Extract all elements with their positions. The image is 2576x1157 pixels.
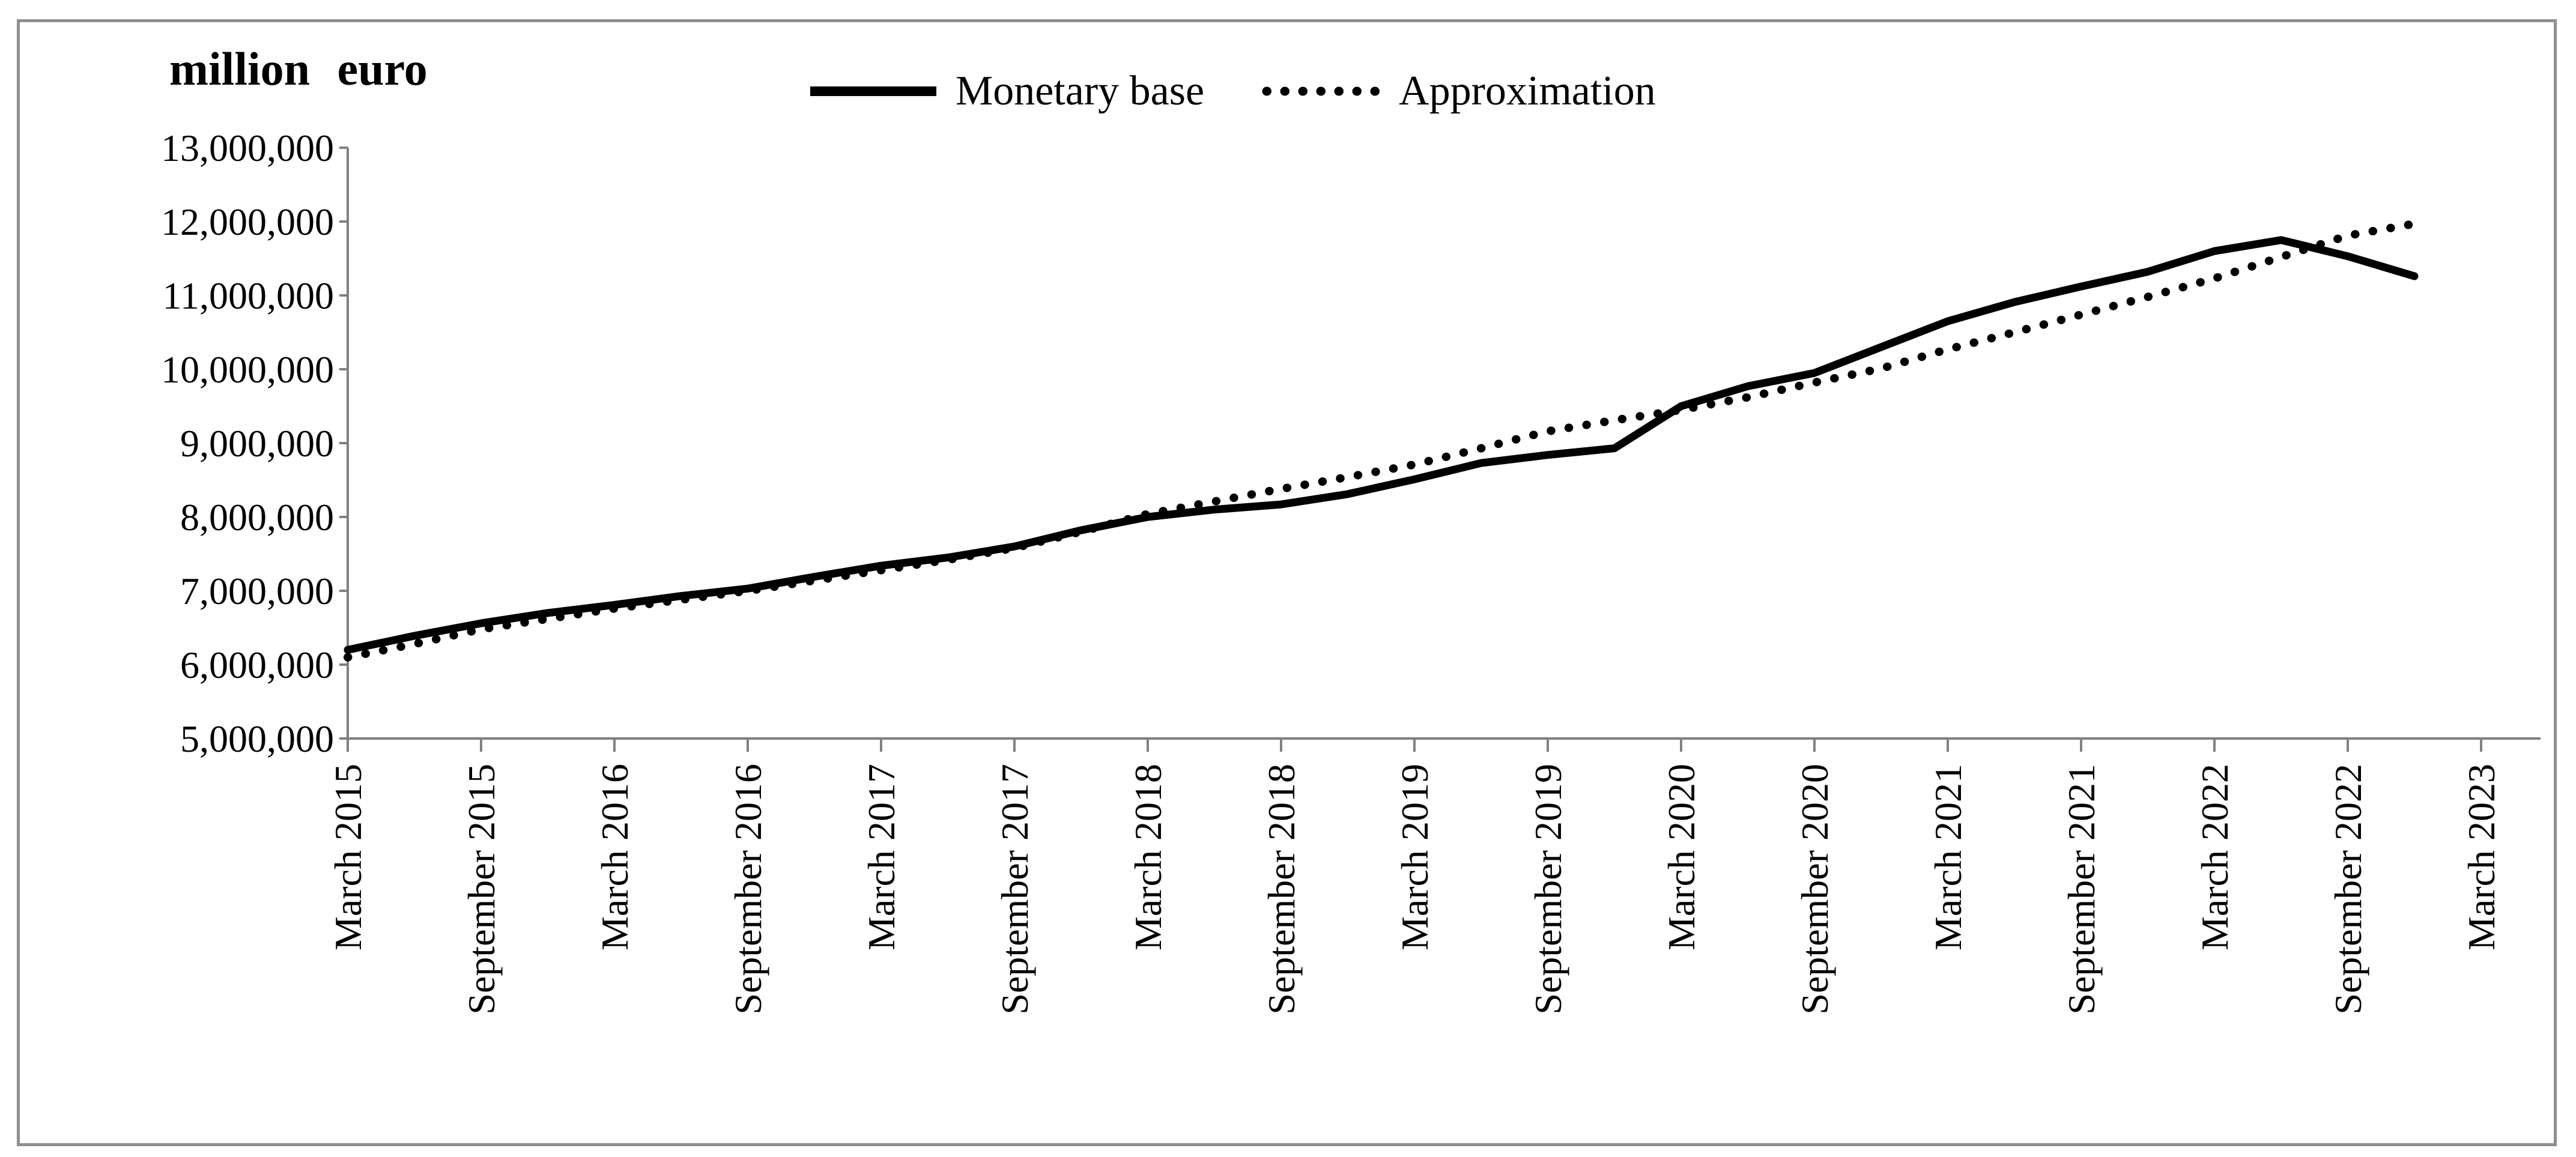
legend-item-monetary-base: Monetary base — [808, 67, 1204, 115]
legend-label: Monetary base — [956, 68, 1205, 114]
y-tick-label: 7,000,000 — [180, 570, 334, 612]
x-tick-label: September 2016 — [727, 764, 769, 1015]
x-tick-label: March 2018 — [1127, 764, 1169, 950]
series-line-approximation — [344, 219, 2419, 662]
x-tick-label: March 2020 — [1660, 764, 1703, 950]
x-tick-label: September 2020 — [1793, 764, 1836, 1015]
legend-swatch-dotted-line — [1262, 86, 1383, 96]
y-tick-label: 9,000,000 — [180, 422, 334, 465]
x-tick-label: September 2021 — [2060, 764, 2103, 1015]
y-tick-label: 13,000,000 — [161, 127, 334, 169]
x-tick-label: September 2017 — [993, 764, 1036, 1015]
series-line-monetary-base — [344, 236, 2419, 654]
legend-swatch-solid-line — [810, 86, 936, 96]
x-tick-label: March 2017 — [860, 764, 903, 950]
x-tick-label: March 2022 — [2193, 764, 2236, 950]
x-tick-label: September 2019 — [1527, 764, 1569, 1015]
x-tick-label: March 2023 — [2460, 764, 2503, 950]
y-tick-label: 5,000,000 — [180, 717, 334, 760]
x-tick-label: March 2019 — [1393, 764, 1436, 950]
x-tick-label: September 2022 — [2327, 764, 2369, 1015]
x-tick-label: March 2016 — [593, 764, 636, 950]
legend: Monetary base Approximation — [808, 55, 1656, 127]
y-axis-title: million euro — [169, 43, 428, 95]
y-tick-label: 11,000,000 — [162, 274, 334, 317]
legend-label: Approximation — [1399, 68, 1656, 114]
x-tick-label: September 2015 — [460, 764, 503, 1015]
x-tick-label: September 2018 — [1260, 764, 1303, 1015]
x-tick-label: March 2021 — [1927, 764, 1969, 950]
y-tick-label: 10,000,000 — [161, 348, 334, 391]
y-tick-label: 12,000,000 — [161, 201, 334, 243]
legend-item-approximation: Approximation — [1262, 67, 1656, 115]
y-tick-label: 6,000,000 — [180, 644, 334, 686]
x-tick-label: March 2015 — [327, 764, 369, 950]
y-tick-label: 8,000,000 — [180, 496, 334, 539]
axis-lines — [347, 148, 2541, 740]
